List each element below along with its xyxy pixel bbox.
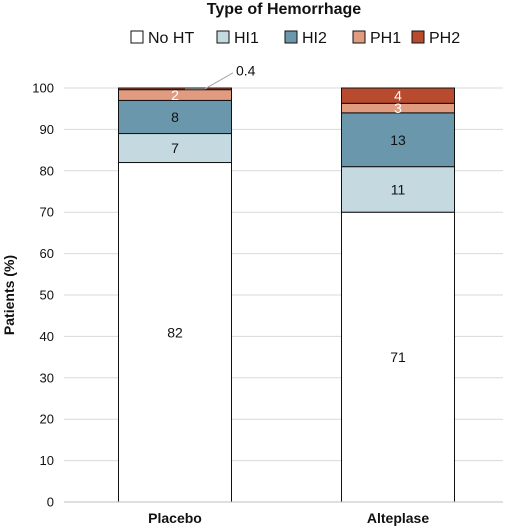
y-axis-ticks: 0 10 20 30 40 50 60 70 80 90 100 [32,81,54,510]
data-label-alteplase-ph2: 4 [394,88,402,104]
legend-swatch-no-ht [130,30,144,44]
bars [118,87,455,503]
data-label-alteplase-ph1: 3 [394,100,402,116]
y-tick-label-20: 20 [40,412,54,427]
y-tick-label-100: 100 [32,81,54,96]
data-label-placebo-hi1: 7 [171,140,179,156]
data-label-alteplase-hi2: 13 [390,132,406,148]
y-tick-label-30: 30 [40,370,54,385]
legend-title: Type of Hemorrhage [207,1,362,18]
y-tick-label-10: 10 [40,453,54,468]
leader-line-placebo-ph2 [185,72,234,90]
legend-label-hi2: HI2 [302,30,327,47]
bar-segment-placebo-ph2 [118,87,232,91]
data-label-placebo-no-ht: 82 [167,324,183,340]
x-axis-category-labels: Placebo Alteplase [148,510,429,526]
y-tick-label-50: 50 [40,288,54,303]
legend-label-no-ht: No HT [148,30,194,47]
legend-swatch-ph2 [411,30,425,44]
y-tick-label-90: 90 [40,122,54,137]
bar-segment-alteplase-hi1 [341,166,455,213]
bar-segment-placebo-hi2 [118,99,232,135]
y-tick-label-0: 0 [47,495,54,510]
y-axis-title: Patients (%) [1,255,17,335]
y-tick-label-70: 70 [40,205,54,220]
legend-swatch-ph1 [352,30,366,44]
data-label-alteplase-no-ht: 71 [390,349,406,365]
legend-swatch-hi2 [284,30,298,44]
data-label-placebo-ph2: 0.4 [236,62,256,78]
bar-segment-placebo-hi1 [118,133,232,164]
legend-label-hi1: HI1 [234,30,259,47]
legend-label-ph2: PH2 [429,30,460,47]
data-label-alteplase-hi1: 11 [391,181,406,197]
bar-segment-alteplase-ph2 [341,87,455,104]
category-label-alteplase: Alteplase [367,510,429,526]
data-label-placebo-ph1: 2 [171,87,179,103]
category-label-placebo: Placebo [148,510,202,526]
legend-label-ph1: PH1 [370,30,401,47]
y-tick-label-80: 80 [40,163,54,178]
legend-swatch-hi1 [216,30,230,44]
legend: No HT HI1 HI2 PH1 PH2 [130,30,460,47]
data-label-placebo-hi2: 8 [171,109,179,125]
y-tick-label-60: 60 [40,246,54,261]
y-tick-label-40: 40 [40,329,54,344]
